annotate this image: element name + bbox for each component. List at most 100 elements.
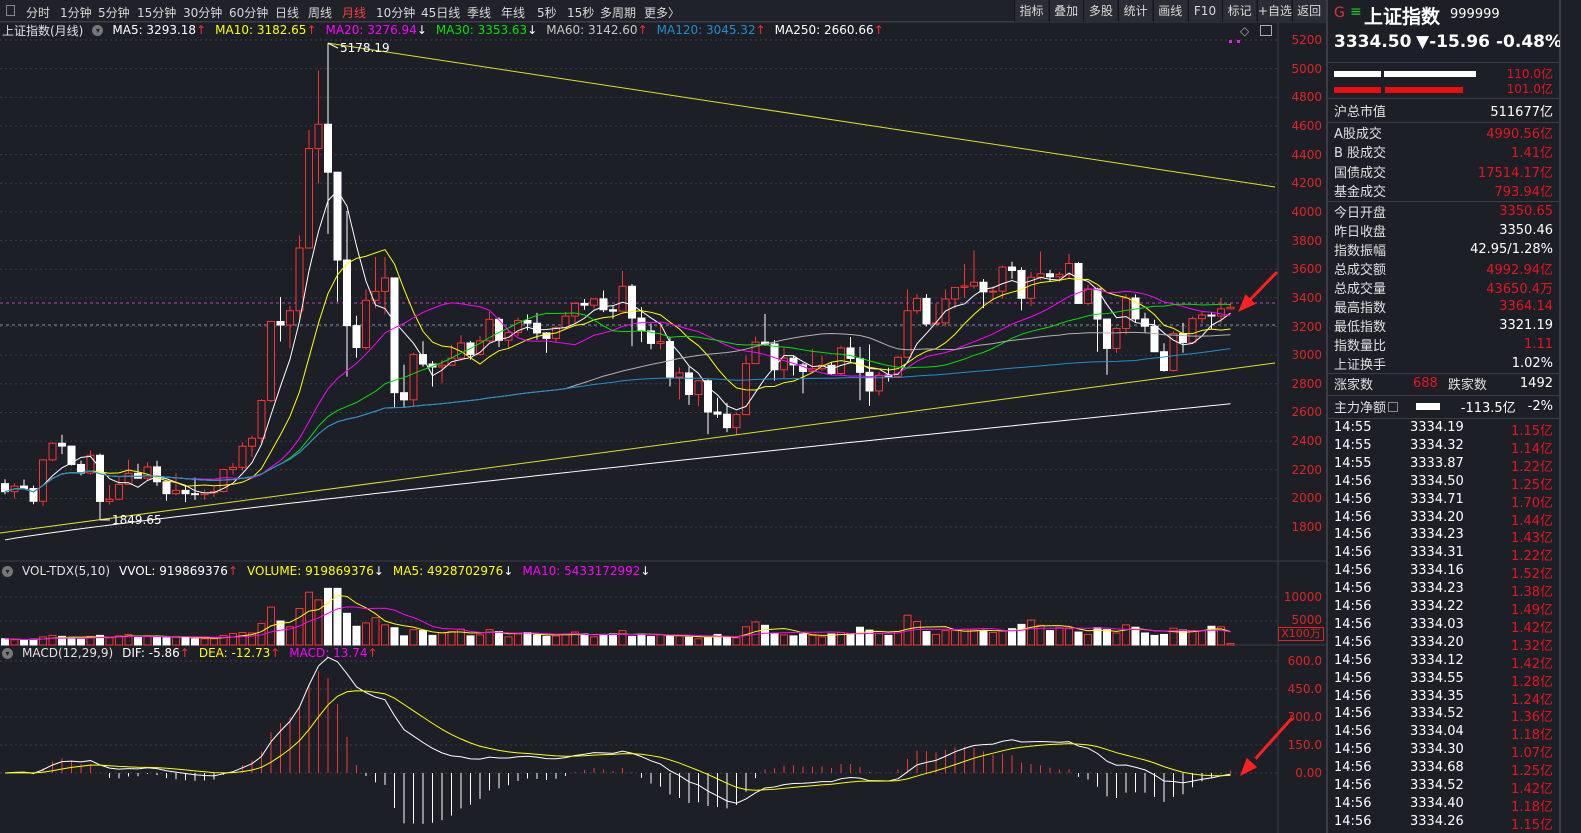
tick-price: 3334.30	[1410, 742, 1464, 758]
toolbar-button[interactable]: 标记	[1222, 0, 1257, 22]
tab-period[interactable]: 季线	[467, 6, 492, 20]
tab-period[interactable]: 周线	[308, 6, 333, 20]
candle	[343, 211, 351, 377]
volume-bar	[998, 630, 1007, 646]
candle	[970, 250, 978, 289]
tab-period[interactable]: 1分钟	[60, 6, 92, 20]
stat-row: 总成交额 4992.94亿	[1334, 259, 1553, 278]
tab-period[interactable]: 月线	[342, 6, 367, 20]
tab-period[interactable]: 更多〉	[644, 6, 681, 20]
tab-period[interactable]: 多周期	[600, 6, 637, 20]
tick-row: 14:56 3334.31 1.22亿	[1334, 545, 1553, 564]
tick-row: 14:56 3334.23 1.43亿	[1334, 527, 1553, 546]
toolbar-button[interactable]: 指标	[1014, 0, 1048, 22]
trendline-upper[interactable]	[327, 42, 1276, 188]
list-icon[interactable]	[1388, 401, 1399, 412]
candle	[1036, 251, 1045, 281]
tab-period[interactable]: 15分钟	[137, 6, 177, 20]
bar-value-2: 101.0亿	[1506, 82, 1553, 96]
candle	[922, 294, 931, 327]
candle	[1188, 316, 1197, 344]
volume-bar	[941, 630, 950, 646]
volume-bar	[1084, 633, 1092, 646]
tab-period[interactable]: 分时	[26, 6, 51, 20]
price-tick-label: 2600	[1291, 405, 1322, 420]
index-code: 999999	[1450, 7, 1500, 22]
trend-arrow-icon: ↑	[306, 23, 317, 37]
indicator-label: MA10: 3182.65	[215, 23, 307, 37]
candle	[704, 379, 712, 435]
toolbar-button[interactable]: 多股	[1083, 0, 1118, 22]
kline-chart[interactable]: 5178.19 1849.65	[0, 0, 1326, 833]
price-indicator-header: 上证指数(月线) ▾ MA5: 3293.18↑ MA10: 3182.65↑ MA…	[2, 22, 884, 38]
tab-period[interactable]: 10分钟	[376, 6, 416, 20]
indicator-settings-icon[interactable]: ▾	[2, 647, 13, 659]
tab-period[interactable]: 年线	[501, 6, 526, 20]
volume-bar	[48, 634, 57, 646]
candle	[514, 317, 522, 337]
price-tick-label: 3000	[1291, 348, 1322, 363]
stat-value: 3350.65	[1499, 204, 1553, 219]
tick-time: 14:55	[1334, 455, 1372, 471]
volume-bar	[856, 626, 864, 646]
volume-bar	[400, 635, 408, 646]
tick-row: 14:56 3334.23 1.38亿	[1334, 581, 1553, 601]
tab-period[interactable]: 5秒	[537, 6, 557, 20]
tab-period[interactable]: 5分钟	[98, 6, 130, 20]
volume-bar	[324, 587, 332, 646]
stat-label: 最高指数	[1334, 301, 1387, 316]
tab-period[interactable]: 45日线	[421, 6, 461, 20]
volume-bar	[685, 636, 693, 646]
trend-arrow-icon: ↑	[367, 646, 378, 660]
candle	[656, 323, 665, 350]
layout-toggle-icon[interactable]	[1260, 25, 1272, 36]
indicator-settings-icon[interactable]: ▾	[2, 565, 13, 577]
ma10-line	[4, 248, 1231, 493]
toolbar-button[interactable]: F10	[1187, 0, 1222, 22]
tick-row: 14:56 3334.55 1.28亿	[1334, 671, 1553, 690]
price-axis: 5200 5000 4800 4600 4400 4200 4000 3800 3600 3400…	[1278, 0, 1326, 833]
indicator-value: MA120: 3045.32↑	[657, 23, 766, 37]
toolbar-button[interactable]: +自选	[1256, 0, 1292, 22]
tab-period[interactable]: 15秒	[567, 6, 595, 20]
tab-period[interactable]: 日线	[275, 6, 300, 20]
volume-bar	[86, 635, 95, 646]
volume-bar	[970, 629, 978, 646]
volume-bar	[951, 630, 959, 646]
panel-toggle-icon[interactable]	[6, 5, 15, 16]
tick-row: 14:56 3334.68 1.25亿	[1334, 760, 1553, 779]
buy-bar-2	[1384, 71, 1476, 77]
axis-tick-label: 150.0	[1287, 737, 1322, 752]
tab-period[interactable]: 60分钟	[229, 6, 269, 20]
tick-row: 14:56 3334.52 1.36亿	[1334, 706, 1553, 725]
indicator-label: MA250: 2660.66	[774, 23, 874, 37]
tab-period[interactable]: 30分钟	[183, 6, 223, 20]
candle	[390, 277, 399, 408]
volume-bar	[761, 624, 769, 646]
candle	[457, 335, 465, 361]
volume-bar	[1046, 630, 1054, 646]
tick-price: 3334.52	[1410, 778, 1464, 793]
candle	[67, 445, 76, 466]
candle	[1179, 322, 1187, 353]
toolbar-button[interactable]: 画线	[1152, 0, 1187, 22]
candle	[989, 286, 997, 300]
indicator-settings-icon[interactable]: ▾	[92, 24, 104, 36]
volume-bar	[1008, 628, 1016, 646]
side-panel-edge[interactable]	[1560, 0, 1581, 833]
candle	[352, 315, 361, 358]
trendline-lower[interactable]	[0, 362, 1276, 534]
toolbar-button[interactable]: 统计	[1118, 0, 1153, 22]
axis-tick-label: 5000	[1291, 613, 1322, 627]
tick-amount: 1.25亿	[1511, 477, 1553, 493]
tick-amount: 1.38亿	[1511, 585, 1553, 601]
stat-label: 国债成交	[1334, 165, 1387, 181]
dif-line	[4, 656, 1231, 804]
volume-bar	[932, 633, 940, 646]
diamond-icon[interactable]: ◇	[1240, 24, 1250, 38]
volume-bar	[181, 636, 190, 646]
toolbar-button[interactable]: 返回	[1291, 0, 1326, 22]
price-tick-label: 2800	[1291, 376, 1322, 391]
toolbar-button[interactable]: 叠加	[1048, 0, 1083, 22]
menu-icon[interactable]: ≡	[1350, 4, 1362, 20]
